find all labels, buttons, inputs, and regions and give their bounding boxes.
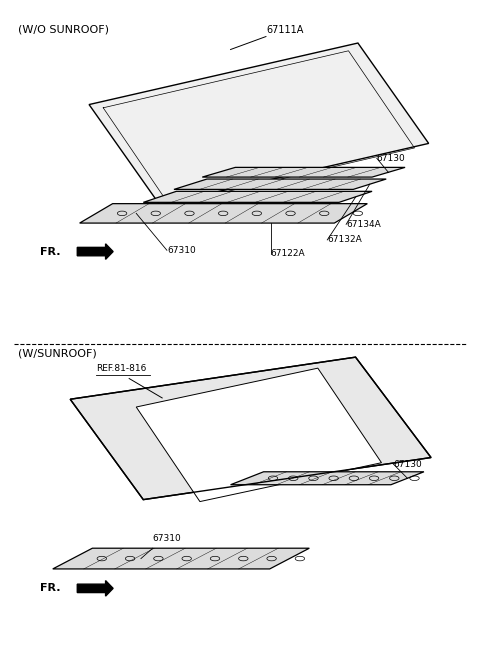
Text: FR.: FR.	[39, 247, 60, 256]
Text: 67310: 67310	[153, 534, 181, 543]
Polygon shape	[80, 203, 367, 223]
Polygon shape	[89, 43, 429, 205]
Polygon shape	[202, 167, 405, 177]
Polygon shape	[144, 192, 372, 202]
Text: (W/O SUNROOF): (W/O SUNROOF)	[18, 25, 109, 35]
Text: (W/SUNROOF): (W/SUNROOF)	[18, 349, 97, 359]
Polygon shape	[174, 179, 386, 190]
Text: 67310: 67310	[167, 246, 196, 255]
Text: 67122A: 67122A	[271, 249, 305, 258]
Text: 67111A: 67111A	[266, 25, 303, 35]
Text: REF.81-816: REF.81-816	[96, 364, 146, 373]
Polygon shape	[230, 472, 424, 485]
Polygon shape	[53, 548, 309, 569]
Text: 67132A: 67132A	[327, 236, 362, 245]
FancyArrow shape	[77, 244, 113, 259]
Text: 67134A: 67134A	[346, 220, 381, 229]
Polygon shape	[70, 357, 431, 500]
Polygon shape	[136, 368, 382, 502]
Text: 67130: 67130	[377, 154, 406, 163]
Text: 67130: 67130	[393, 459, 422, 468]
FancyArrow shape	[77, 581, 113, 596]
Text: FR.: FR.	[39, 583, 60, 594]
